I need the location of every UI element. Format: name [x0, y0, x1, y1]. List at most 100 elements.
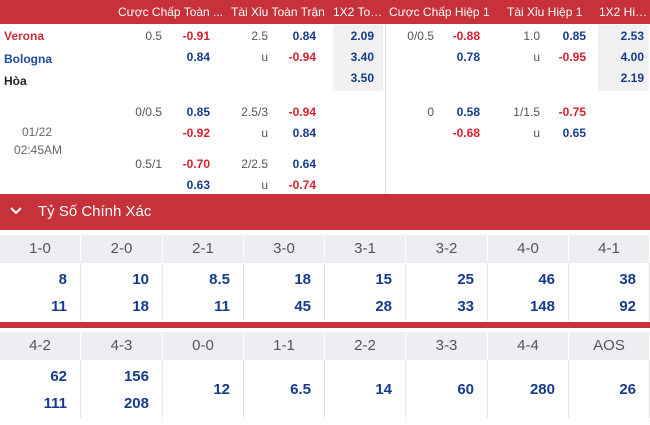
alt1-hdp-line: 0/0.5 — [135, 105, 162, 119]
cs-row2-home-odds[interactable]: 156 — [123, 368, 149, 385]
x12-draw-odds[interactable]: 3.50 — [350, 71, 374, 85]
cs-row1-score-label: 2-0 — [81, 235, 163, 263]
alt1-hdp-home-odds[interactable]: 0.85 — [186, 105, 210, 119]
col-header-1x2-fulltime: 1X2 Toà... — [333, 5, 385, 19]
x12-ft-box — [333, 25, 383, 91]
odds-header: Cược Chấp Toàn ... Tài Xỉu Toàn Trận 1X2… — [0, 0, 650, 24]
h1-x12-home-odds[interactable]: 2.53 — [620, 29, 644, 43]
correct-score-section-header[interactable]: Tỷ Số Chính Xác — [0, 194, 650, 230]
cs-row2-odds[interactable]: 60 — [457, 381, 474, 398]
cs-row2-score-label: 2-2 — [325, 332, 406, 360]
ou-line: 2.5 — [251, 29, 268, 43]
alt1-h1-ou-over-odds[interactable]: -0.75 — [558, 105, 586, 119]
h1-hdp-home-odds[interactable]: -0.88 — [452, 29, 480, 43]
alt1-h1-ou-line: 1/1.5 — [513, 105, 540, 119]
alt1-hdp-away-odds[interactable]: -0.92 — [182, 126, 210, 140]
home-team-name[interactable]: Verona — [4, 29, 45, 43]
cs-row1-cell — [406, 263, 488, 321]
cs-row1-score-label: 3-1 — [325, 235, 406, 263]
x12-h1-box — [598, 25, 649, 91]
cs-row2-cell — [325, 360, 406, 418]
cs-row1-home-odds[interactable]: 8 — [58, 271, 67, 288]
cs-row2-odds[interactable]: 6.5 — [290, 381, 311, 398]
h1-ou-under-odds[interactable]: -0.95 — [558, 50, 586, 64]
cs-row1-home-odds[interactable]: 15 — [375, 271, 392, 288]
cs-row1-away-odds[interactable]: 11 — [51, 298, 67, 315]
h1-hdp-away-odds[interactable]: 0.78 — [456, 50, 480, 64]
cs-row1-away-odds[interactable]: 148 — [529, 298, 555, 315]
ou-over-odds[interactable]: 0.84 — [292, 29, 316, 43]
cs-row1-home-odds[interactable]: 8.5 — [209, 271, 230, 288]
cs-row2-score-label: 4-4 — [488, 332, 569, 360]
half-separator — [385, 24, 386, 194]
row-divider — [0, 322, 650, 328]
cs-row1-score-label: 1-0 — [0, 235, 81, 263]
away-team-name[interactable]: Bologna — [4, 52, 52, 66]
cs-row2-cell — [244, 360, 325, 418]
alt1-h1-hdp-home-odds[interactable]: 0.58 — [456, 105, 480, 119]
alt2-ou-under-odds[interactable]: -0.74 — [288, 178, 316, 192]
cs-row1-away-odds[interactable]: 11 — [214, 298, 230, 315]
cs-row1-away-odds[interactable]: 45 — [294, 298, 311, 315]
cs-row1-away-odds[interactable]: 28 — [375, 298, 392, 315]
cs-row2-odds[interactable]: 280 — [529, 381, 555, 398]
cs-row2-score-label: 1-1 — [244, 332, 325, 360]
cs-row2-away-odds[interactable]: 208 — [123, 395, 149, 412]
cs-row1-cell — [244, 263, 325, 321]
col-header-handicap-half1: Cược Chấp Hiệp 1 — [389, 5, 490, 19]
chevron-down-icon[interactable] — [9, 203, 23, 220]
cs-row1-home-odds[interactable]: 18 — [294, 271, 311, 288]
h1-hdp-line: 0/0.5 — [407, 29, 434, 43]
alt1-h1-ou-under-odds[interactable]: 0.65 — [562, 126, 586, 140]
cs-row1-cell — [325, 263, 406, 321]
cs-row1-score-label: 2-1 — [163, 235, 244, 263]
alt1-ou-under-label: u — [261, 126, 268, 140]
cs-row1-score-label: 4-0 — [488, 235, 569, 263]
cs-row1-home-odds[interactable]: 46 — [538, 271, 555, 288]
h1-ou-over-odds[interactable]: 0.85 — [562, 29, 586, 43]
alt1-h1-ou-under-label: u — [533, 126, 540, 140]
hdp-home-odds[interactable]: -0.91 — [182, 29, 210, 43]
alt2-hdp-line: 0.5/1 — [135, 157, 162, 171]
cs-row1-away-odds[interactable]: 33 — [457, 298, 474, 315]
alt1-h1-hdp-line: 0 — [427, 105, 434, 119]
cs-row2-home-odds[interactable]: 62 — [50, 368, 67, 385]
cs-row2-odds[interactable]: 14 — [375, 381, 392, 398]
cs-row1-cell — [0, 263, 81, 321]
h1-x12-draw-odds[interactable]: 2.19 — [620, 71, 644, 85]
x12-home-odds[interactable]: 2.09 — [350, 29, 374, 43]
alt2-hdp-away-odds[interactable]: 0.63 — [186, 178, 210, 192]
h1-x12-away-odds[interactable]: 4.00 — [620, 50, 644, 64]
alt1-ou-line: 2.5/3 — [241, 105, 268, 119]
col-header-1x2-half1: 1X2 Hiệ... — [599, 5, 649, 19]
alt2-ou-line: 2/2.5 — [241, 157, 268, 171]
alt2-hdp-home-odds[interactable]: -0.70 — [182, 157, 210, 171]
cs-row2-odds[interactable]: 12 — [213, 381, 230, 398]
ou-under-odds[interactable]: -0.94 — [288, 50, 316, 64]
alt2-ou-over-odds[interactable]: 0.64 — [292, 157, 316, 171]
cs-row1-home-odds[interactable]: 38 — [619, 271, 636, 288]
cs-row2-odds[interactable]: 26 — [619, 381, 636, 398]
x12-away-odds[interactable]: 3.40 — [350, 50, 374, 64]
cs-row1-away-odds[interactable]: 18 — [132, 298, 149, 315]
alt1-ou-under-odds[interactable]: 0.84 — [292, 126, 316, 140]
hdp-away-odds[interactable]: 0.84 — [186, 50, 210, 64]
draw-label: Hòa — [4, 74, 27, 88]
cs-row1-score-label: 3-2 — [406, 235, 488, 263]
cs-row2-cell — [406, 360, 488, 418]
alt1-h1-hdp-away-odds[interactable]: -0.68 — [452, 126, 480, 140]
cs-row2-cell — [488, 360, 569, 418]
cs-row2-score-label: AOS — [569, 332, 650, 360]
cs-row1-away-odds[interactable]: 92 — [619, 298, 636, 315]
cs-row2-away-odds[interactable]: 111 — [43, 395, 67, 412]
h1-ou-under-label: u — [533, 50, 540, 64]
col-header-handicap-fulltime: Cược Chấp Toàn ... — [118, 5, 224, 19]
alt1-ou-over-odds[interactable]: -0.94 — [288, 105, 316, 119]
cs-row1-score-label: 4-1 — [569, 235, 650, 263]
cs-row2-cell — [163, 360, 244, 418]
cs-row1-home-odds[interactable]: 10 — [132, 271, 149, 288]
hdp-line: 0.5 — [145, 29, 162, 43]
cs-row2-cell — [0, 360, 81, 418]
cs-row1-cell — [488, 263, 569, 321]
cs-row1-home-odds[interactable]: 25 — [457, 271, 474, 288]
